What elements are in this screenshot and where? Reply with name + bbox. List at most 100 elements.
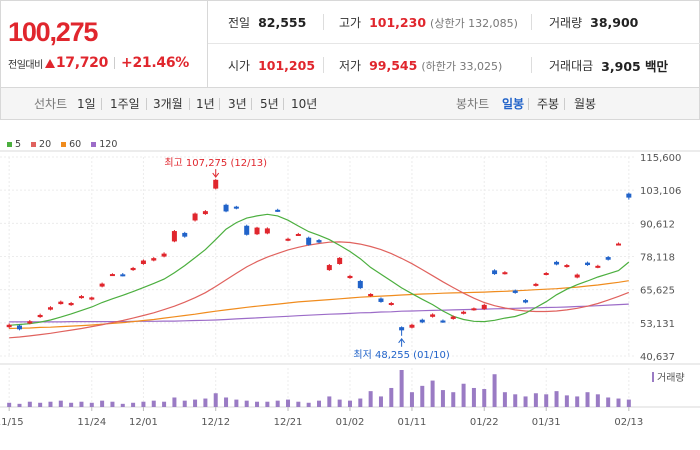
down-candle (605, 257, 611, 260)
ma20-line (9, 241, 630, 339)
down-candle (378, 298, 384, 302)
volume-bar (27, 401, 32, 407)
volume-bar (162, 401, 167, 407)
volume-bar (48, 401, 53, 407)
divider (531, 14, 532, 30)
up-candle (192, 213, 198, 221)
volume-bar (461, 383, 466, 407)
period-5y-button[interactable]: 5년 (260, 97, 279, 111)
period-1d-button[interactable]: 1일 (77, 97, 96, 111)
volume-legend-swatch (652, 372, 654, 382)
low-label: 저가 (339, 59, 362, 73)
period-3m-button[interactable]: 3개월 (153, 97, 183, 111)
divider (323, 57, 324, 73)
volume-bar (482, 389, 487, 407)
period-3y-button[interactable]: 3년 (228, 97, 247, 111)
volume-bar (234, 399, 239, 407)
volume-bar (606, 397, 611, 407)
x-tick-label: 01/31 (532, 417, 561, 428)
down-candle (399, 327, 405, 331)
volume-bar (213, 393, 218, 407)
volume-bar (255, 401, 260, 407)
down-candle (275, 209, 281, 212)
up-candle (368, 293, 374, 297)
prev-close-cell: 전일 82,555 (228, 1, 306, 44)
volume-bar (120, 403, 125, 407)
up-candle (347, 275, 353, 279)
divider (219, 98, 220, 110)
volume-bar (347, 400, 352, 407)
up-candle (213, 179, 219, 189)
x-tick-label: 12/01 (129, 417, 158, 428)
x-tick-label: 02/13 (614, 417, 643, 428)
x-tick-label: 12/21 (274, 417, 303, 428)
ma60-line (9, 280, 629, 330)
x-tick-label: 12/12 (201, 417, 230, 428)
weekly-candle-button[interactable]: 주봉 (537, 97, 560, 111)
up-triangle-icon (44, 58, 55, 68)
monthly-candle-button[interactable]: 월봉 (574, 97, 597, 111)
volume-bar (502, 392, 507, 407)
up-candle (471, 308, 477, 311)
down-candle (512, 290, 518, 293)
up-candle (140, 260, 146, 264)
divider (528, 98, 529, 110)
down-candle (223, 204, 229, 212)
candle-chart-label: 봉차트 (456, 97, 490, 111)
y-tick-label: 115,600 (640, 153, 681, 164)
down-candle (523, 300, 529, 303)
volume-bar (513, 394, 518, 407)
divider (531, 57, 532, 73)
change-label: 전일대비 (8, 59, 43, 71)
up-candle (616, 243, 622, 246)
down-candle (182, 232, 188, 237)
volume-value: 38,900 (590, 15, 639, 30)
x-tick-label: 01/22 (470, 417, 499, 428)
y-tick-label: 78,118 (640, 253, 675, 264)
volume-bar (554, 391, 559, 407)
down-candle (419, 319, 425, 323)
up-candle (564, 265, 570, 268)
up-candle (264, 228, 270, 234)
up-candle (543, 273, 549, 276)
down-candle (233, 206, 239, 209)
volume-bar (296, 401, 301, 407)
up-candle (295, 233, 301, 236)
open-label: 시가 (228, 59, 251, 73)
high-cell: 고가 101,230 (상한가 132,085) (339, 1, 518, 44)
volume-bar (399, 370, 404, 407)
y-tick-label: 103,106 (640, 186, 681, 197)
up-candle (533, 283, 539, 286)
ma120-line (9, 303, 629, 323)
volume-bar (17, 403, 22, 407)
up-candle (502, 272, 508, 275)
legend-ma20: 20 (31, 139, 51, 150)
down-candle (244, 225, 250, 235)
divider (564, 98, 565, 110)
up-candle (574, 274, 580, 278)
up-candle (47, 307, 53, 310)
x-tick-label: 11/15 (0, 417, 24, 428)
period-10y-button[interactable]: 10년 (291, 97, 318, 111)
min-arrow-head (398, 337, 406, 344)
max-price-annotation: 최고 107,275 (12/13) (164, 157, 267, 169)
up-candle (254, 227, 260, 235)
volume-bar (451, 392, 456, 407)
down-candle (626, 193, 632, 198)
divider (283, 98, 284, 110)
prev-close-value: 82,555 (258, 15, 307, 30)
period-1y-button[interactable]: 1년 (196, 97, 215, 111)
down-candle (492, 270, 498, 275)
volume-bar (575, 396, 580, 407)
quote-panel: 100,275 전일대비 17,720 +21.46% 전일 82,555 고가… (0, 0, 700, 88)
up-candle (6, 324, 12, 328)
up-candle (58, 301, 64, 305)
volume-label: 거래량 (549, 16, 583, 30)
volume-bar (7, 402, 12, 407)
lower-limit: (하한가 33,025) (421, 59, 503, 73)
change-amount: 17,720 (55, 55, 109, 71)
daily-candle-button[interactable]: 일봉 (502, 97, 525, 111)
period-1w-button[interactable]: 1주일 (110, 97, 140, 111)
divider (101, 98, 102, 110)
down-candle (585, 262, 591, 266)
